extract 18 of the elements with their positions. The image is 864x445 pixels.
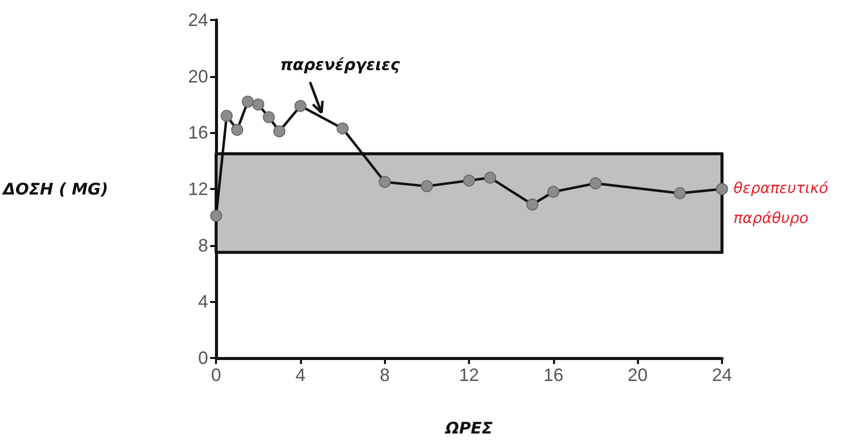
y-tick-label: 8 xyxy=(198,235,208,256)
y-tick-label: 12 xyxy=(188,179,208,199)
y-tick-label: 16 xyxy=(188,122,208,143)
x-tick-label: 0 xyxy=(211,365,222,385)
y-tick-label: 20 xyxy=(188,66,208,86)
y-tick-label: 4 xyxy=(198,292,208,312)
y-tick-label: 0 xyxy=(198,348,208,368)
annotation: παρενέργειες xyxy=(280,55,400,74)
band-label: θεραπευτικό παράθυρο xyxy=(734,179,828,228)
y-axis-title: ΔΟΣΗ ( MG) xyxy=(1,180,108,198)
x-tick-label: 24 xyxy=(712,365,732,385)
y-tick-label: 24 xyxy=(188,10,208,30)
x-tick-label: 16 xyxy=(543,365,564,385)
x-tick-label: 4 xyxy=(295,365,306,385)
x-tick-label: 20 xyxy=(628,365,648,385)
x-axis-title: ΩΡΕΣ xyxy=(444,418,493,438)
x-tick-label: 12 xyxy=(459,365,480,385)
x-tick-label: 8 xyxy=(380,365,390,385)
